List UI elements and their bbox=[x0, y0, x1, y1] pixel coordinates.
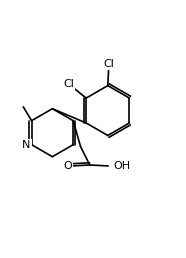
Text: O: O bbox=[63, 161, 72, 171]
Text: Cl: Cl bbox=[64, 79, 74, 89]
Text: Cl: Cl bbox=[103, 59, 114, 69]
Text: N: N bbox=[22, 140, 31, 150]
Text: OH: OH bbox=[114, 161, 131, 171]
